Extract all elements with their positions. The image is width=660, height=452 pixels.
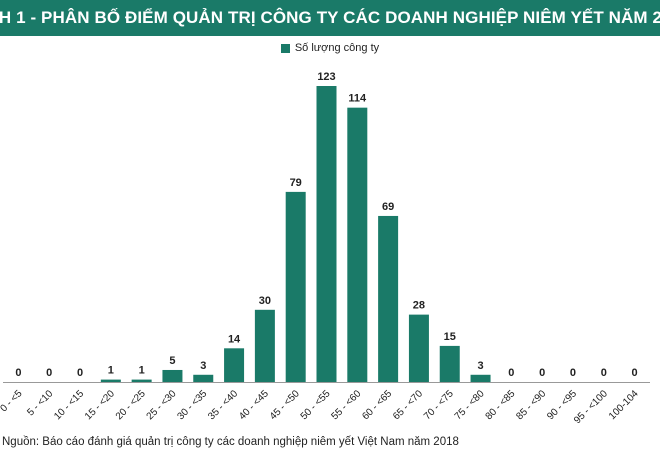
data-label: 3: [477, 360, 483, 372]
x-tick-label: 65 - <70: [391, 388, 425, 422]
data-label: 0: [15, 367, 21, 379]
data-label: 0: [632, 367, 638, 379]
x-tick-label: 80 - <85: [484, 388, 518, 422]
bar-50-55: [316, 86, 337, 382]
data-label: 3: [200, 360, 206, 372]
x-tick-label: 5 - <10: [25, 388, 55, 418]
bar-65-70: [408, 314, 429, 382]
x-tick-label: 75 - <80: [453, 388, 487, 422]
x-tick-label: 70 - <75: [422, 388, 456, 422]
x-tick-label: 85 - <90: [514, 388, 548, 422]
data-label: 0: [539, 367, 545, 379]
bar-70-75: [439, 345, 460, 382]
data-label: 5: [169, 355, 175, 367]
data-label: 0: [601, 367, 607, 379]
x-tick-label: 10 - <15: [52, 388, 86, 422]
x-tick-label: 55 - <60: [330, 388, 364, 422]
data-label: 0: [46, 367, 52, 379]
x-tick-label: 30 - <35: [175, 388, 209, 422]
x-tick-label: 15 - <20: [83, 388, 117, 422]
data-label: 14: [228, 333, 241, 345]
data-label: 15: [444, 331, 456, 343]
source-note: Nguồn: Báo cáo đánh giá quản trị công ty…: [2, 436, 459, 448]
data-label: 79: [290, 177, 302, 189]
x-tick-label: 95 - <100: [572, 388, 610, 426]
bar-35-40: [224, 348, 245, 382]
bar-20-25: [131, 379, 152, 382]
bar-60-65: [378, 215, 399, 382]
x-tick-label: 100-104: [607, 388, 641, 422]
x-tick-label: 25 - <30: [145, 388, 179, 422]
x-tick-label: 50 - <55: [299, 388, 333, 422]
data-label: 0: [508, 367, 514, 379]
bar-30-35: [193, 374, 214, 382]
data-label: 30: [259, 295, 271, 307]
bar-15-20: [100, 379, 121, 382]
data-label: 0: [77, 367, 83, 379]
x-tick-label: 20 - <25: [114, 388, 148, 422]
data-label: 1: [108, 365, 114, 377]
x-tick-label: 0 - <5: [0, 388, 25, 414]
x-tick-label: 45 - <50: [268, 388, 302, 422]
bar-40-45: [254, 309, 275, 382]
legend-label: Số lượng công ty: [294, 42, 380, 54]
chart-title-bar: HÌNH 1 - PHÂN BỐ ĐIỂM QUẢN TRỊ CÔNG TY C…: [0, 0, 660, 36]
data-label: 123: [317, 71, 335, 83]
chart-title: HÌNH 1 - PHÂN BỐ ĐIỂM QUẢN TRỊ CÔNG TY C…: [0, 8, 660, 27]
data-label: 28: [413, 300, 425, 312]
legend-swatch: [280, 43, 290, 53]
data-label: 69: [382, 201, 394, 213]
bar-45-50: [285, 191, 306, 382]
data-label: 0: [570, 367, 576, 379]
data-label: 114: [348, 93, 367, 105]
data-label: 1: [139, 365, 145, 377]
bar-55-60: [347, 107, 368, 382]
x-tick-label: 35 - <40: [206, 388, 240, 422]
bar-25-30: [162, 369, 183, 382]
x-tick-label: 60 - <65: [360, 388, 394, 422]
bar-75-80: [470, 374, 491, 382]
x-tick-label: 40 - <45: [237, 388, 271, 422]
chart-legend: Số lượng công ty: [0, 42, 660, 54]
